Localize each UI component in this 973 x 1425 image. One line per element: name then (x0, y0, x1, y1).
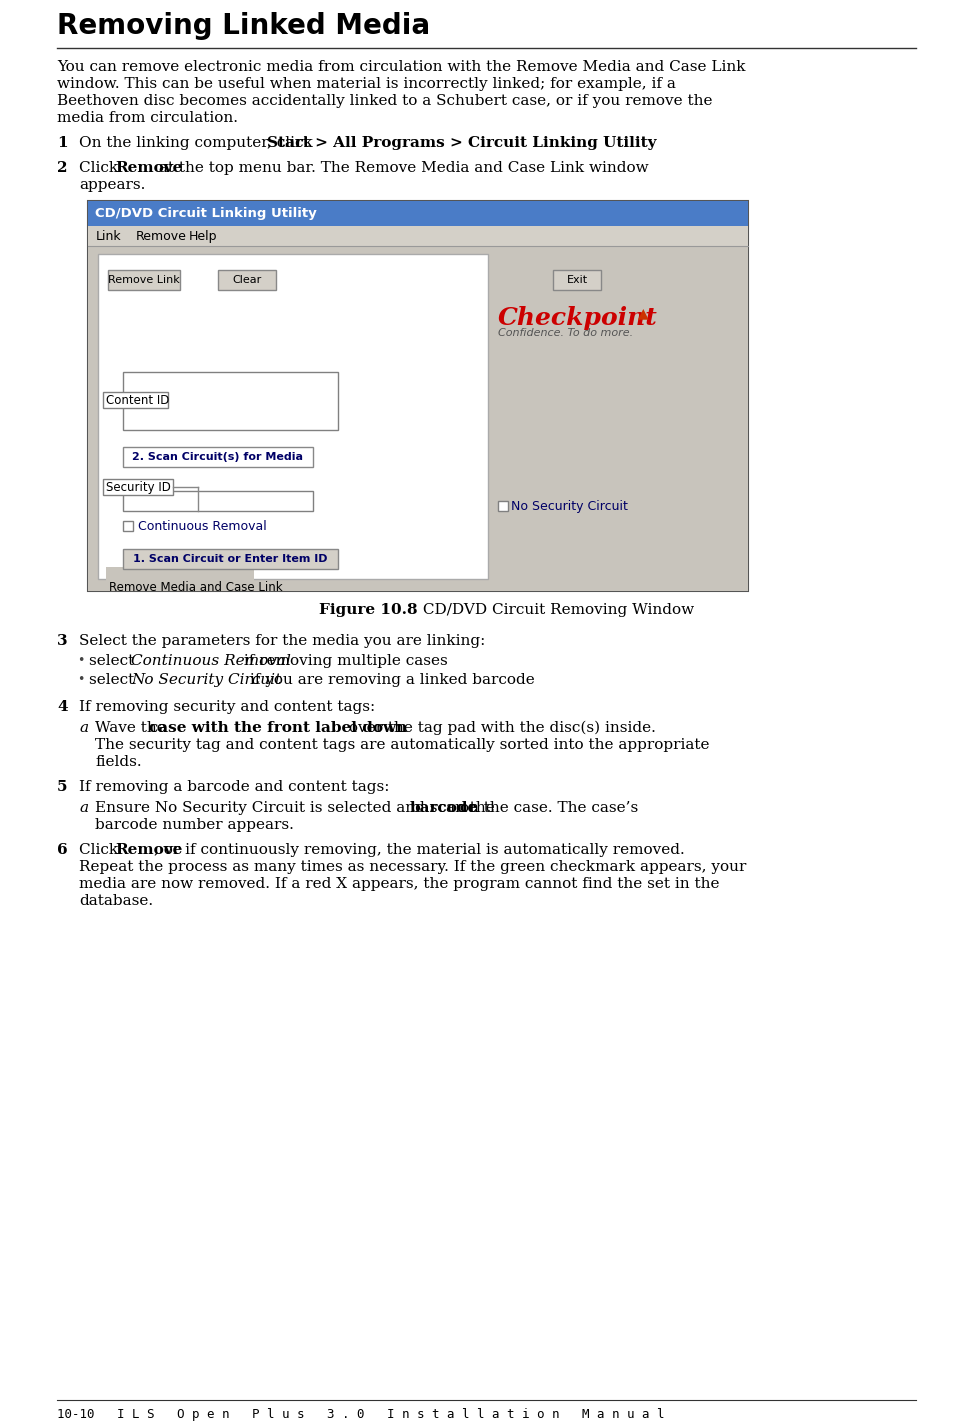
Text: Confidence. To do more.: Confidence. To do more. (498, 328, 633, 338)
Bar (88, 247, 748, 591)
Text: No Security Circuit: No Security Circuit (511, 500, 628, 513)
Text: over the tag pad with the disc(s) inside.: over the tag pad with the disc(s) inside… (344, 721, 657, 735)
Text: 2. Scan Circuit(s) for Media: 2. Scan Circuit(s) for Media (132, 452, 304, 462)
Text: ▲: ▲ (638, 306, 649, 321)
Text: Remove Media and Case Link: Remove Media and Case Link (109, 581, 282, 594)
Text: Ensure No Security Circuit is selected and scan the: Ensure No Security Circuit is selected a… (95, 801, 499, 815)
Text: Wave the: Wave the (95, 721, 170, 735)
Bar (123, 447, 313, 467)
Text: No Security Circuit: No Security Circuit (131, 673, 281, 687)
Bar (553, 269, 601, 291)
Text: Content ID: Content ID (106, 393, 169, 406)
Text: media are now removed. If a red X appears, the program cannot find the set in th: media are now removed. If a red X appear… (79, 876, 719, 891)
Text: Beethoven disc becomes accidentally linked to a Schubert case, or if you remove : Beethoven disc becomes accidentally link… (57, 94, 712, 108)
Text: If removing security and content tags:: If removing security and content tags: (79, 700, 376, 714)
Text: •: • (77, 673, 85, 685)
Text: Continuous Removal: Continuous Removal (131, 654, 291, 668)
Text: if you are removing a linked barcode: if you are removing a linked barcode (245, 673, 535, 687)
Text: 2: 2 (57, 161, 67, 175)
Text: Remove Link: Remove Link (108, 275, 180, 285)
Text: Repeat the process as many times as necessary. If the green checkmark appears, y: Repeat the process as many times as nece… (79, 861, 746, 874)
Text: .: . (565, 135, 570, 150)
Text: Click: Click (79, 844, 123, 856)
Text: Exit: Exit (566, 275, 588, 285)
Text: Link: Link (96, 229, 122, 242)
Bar (498, 502, 508, 512)
Bar (103, 392, 168, 408)
Text: , or if continuously removing, the material is automatically removed.: , or if continuously removing, the mater… (155, 844, 685, 856)
Text: Checkpoint: Checkpoint (498, 306, 658, 331)
Text: 6: 6 (57, 844, 68, 856)
Text: barcode number appears.: barcode number appears. (95, 818, 294, 832)
Text: Remove: Remove (136, 229, 187, 242)
Text: database.: database. (79, 893, 153, 908)
Text: Figure 10.8: Figure 10.8 (319, 603, 418, 617)
Text: select: select (89, 673, 139, 687)
Text: •: • (77, 654, 85, 667)
Text: at the top menu bar. The Remove Media and Case Link window: at the top menu bar. The Remove Media an… (155, 161, 649, 175)
Bar (88, 227, 748, 247)
Text: case with the front label down: case with the front label down (150, 721, 408, 735)
Text: appears.: appears. (79, 178, 145, 192)
Text: Removing Linked Media: Removing Linked Media (57, 11, 430, 40)
Text: On the linking computer, click: On the linking computer, click (79, 135, 317, 150)
Text: 5: 5 (57, 779, 67, 794)
Bar (98, 254, 488, 579)
Text: You can remove electronic media from circulation with the Remove Media and Case : You can remove electronic media from cir… (57, 60, 745, 74)
Text: a: a (79, 721, 89, 735)
Bar (123, 372, 338, 430)
Bar (103, 479, 173, 494)
Text: Continuous Removal: Continuous Removal (138, 520, 267, 533)
Bar (123, 492, 313, 512)
Text: CD/DVD Circuit Linking Utility: CD/DVD Circuit Linking Utility (95, 207, 317, 219)
Text: Select the parameters for the media you are linking:: Select the parameters for the media you … (79, 634, 486, 648)
Text: 3: 3 (57, 634, 68, 648)
Text: Click: Click (79, 161, 123, 175)
Text: Clear: Clear (233, 275, 262, 285)
Text: Remove: Remove (115, 161, 183, 175)
Text: if removing multiple cases: if removing multiple cases (239, 654, 449, 668)
Bar (218, 269, 276, 291)
Text: a: a (79, 801, 89, 815)
Bar (88, 201, 748, 227)
Text: window. This can be useful when material is incorrectly linked; for example, if : window. This can be useful when material… (57, 77, 676, 91)
Text: 4: 4 (57, 700, 68, 714)
Text: The security tag and content tags are automatically sorted into the appropriate: The security tag and content tags are au… (95, 738, 709, 752)
Text: 10-10   I L S   O p e n   P l u s   3 . 0   I n s t a l l a t i o n   M a n u a : 10-10 I L S O p e n P l u s 3 . 0 I n s … (57, 1408, 665, 1421)
Text: fields.: fields. (95, 755, 142, 770)
Bar (123, 522, 133, 532)
Text: CD/DVD Circuit Removing Window: CD/DVD Circuit Removing Window (418, 603, 694, 617)
Text: If removing a barcode and content tags:: If removing a barcode and content tags: (79, 779, 389, 794)
Bar (106, 567, 254, 581)
Text: Help: Help (189, 229, 218, 242)
Text: Start > All Programs > Circuit Linking Utility: Start > All Programs > Circuit Linking U… (267, 135, 656, 150)
Text: Remove: Remove (115, 844, 183, 856)
Text: media from circulation.: media from circulation. (57, 111, 238, 125)
Text: Security ID: Security ID (106, 480, 171, 493)
Bar (123, 549, 338, 569)
Text: select: select (89, 654, 139, 668)
Text: 1: 1 (57, 135, 68, 150)
Text: 1. Scan Circuit or Enter Item ID: 1. Scan Circuit or Enter Item ID (133, 554, 328, 564)
Bar (108, 269, 180, 291)
Text: on the case. The case’s: on the case. The case’s (455, 801, 638, 815)
Text: barcode: barcode (410, 801, 478, 815)
Bar (88, 201, 748, 591)
